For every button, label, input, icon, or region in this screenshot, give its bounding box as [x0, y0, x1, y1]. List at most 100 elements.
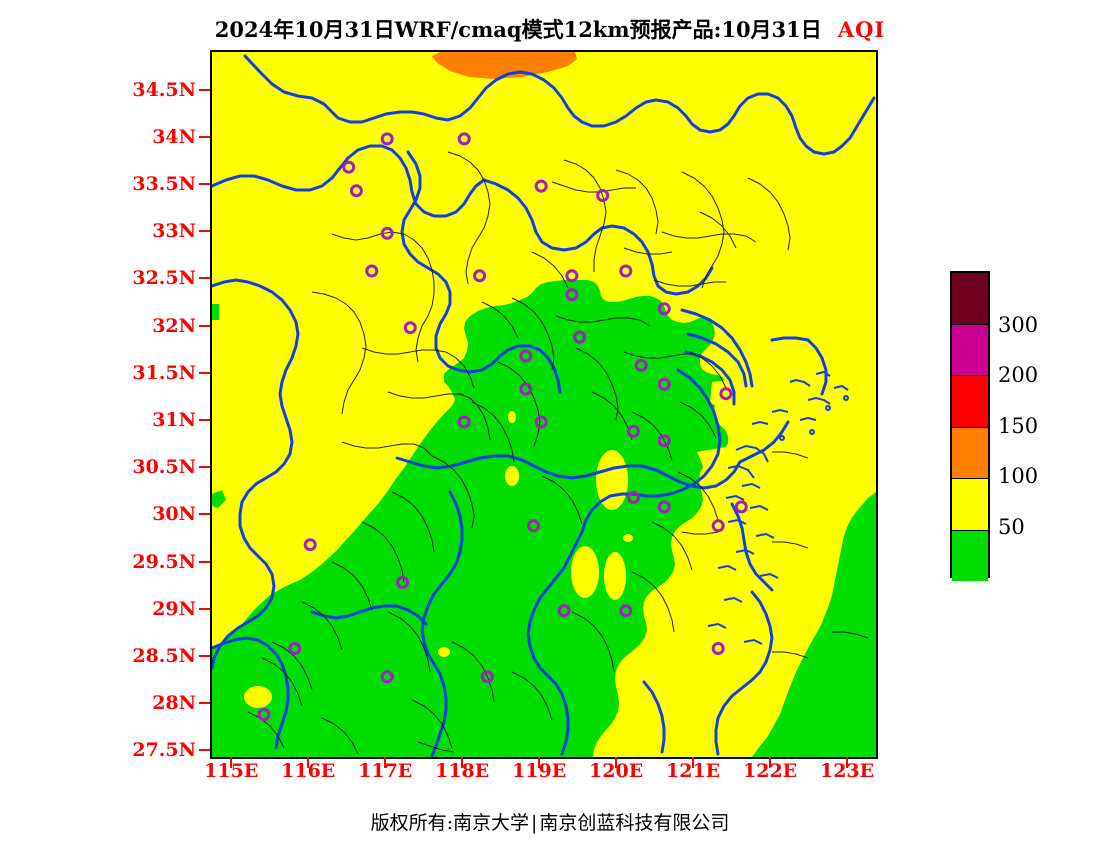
aqi-band-green-main — [212, 280, 728, 757]
y-axis-tick-label: 28.5N — [132, 644, 196, 667]
station-marker — [657, 302, 671, 316]
footer-org-university: 南京大学 — [452, 812, 529, 834]
station-marker — [619, 264, 633, 278]
station-marker — [719, 387, 733, 401]
y-axis-tick-label: 30N — [152, 503, 196, 526]
colorbar-band — [952, 273, 988, 325]
station-marker — [734, 500, 748, 514]
station-marker — [619, 604, 633, 618]
y-axis-tick-label: 28N — [152, 692, 196, 715]
y-axis-tick-label: 29N — [152, 597, 196, 620]
station-marker — [711, 642, 725, 655]
county-boundaries — [247, 151, 869, 755]
y-axis-tick-label: 29.5N — [132, 550, 196, 573]
footer-org-company: 南京创蓝科技有限公司 — [539, 812, 730, 834]
station-marker — [534, 415, 548, 429]
y-axis-tick-mark — [199, 324, 210, 327]
station-marker — [657, 377, 671, 391]
y-axis-tick-mark — [199, 230, 210, 233]
x-axis-tick-mark — [846, 757, 849, 768]
footer-copyright-label: 版权所有: — [370, 812, 453, 834]
colorbar-band — [952, 324, 988, 376]
aqi-yellow-holes — [244, 300, 767, 708]
footer-copyright: 版权所有:南京大学 | 南京创蓝科技有限公司 — [0, 808, 1100, 835]
station-marker — [457, 415, 471, 429]
y-axis-tick-mark — [199, 371, 210, 374]
x-axis-tick-label: 117E — [358, 760, 413, 782]
station-marker — [380, 670, 394, 684]
colorbar-tick-label: 100 — [998, 464, 1039, 488]
station-markers — [257, 132, 748, 721]
station-marker — [634, 358, 648, 372]
station-marker — [396, 575, 410, 589]
y-axis-tick-mark — [199, 513, 210, 516]
station-marker — [365, 264, 379, 278]
map-plot-area — [210, 50, 878, 759]
aqi-green-slivers — [212, 304, 226, 508]
y-axis-tick-mark — [199, 277, 210, 280]
y-axis-tick-label: 31N — [152, 409, 196, 431]
station-marker — [711, 519, 725, 533]
station-marker — [657, 434, 671, 448]
station-marker — [565, 269, 579, 283]
y-axis-tick-mark — [199, 607, 210, 610]
station-marker — [303, 538, 317, 552]
aqi-band-green-ocean — [752, 492, 876, 757]
y-axis-tick-mark — [199, 560, 210, 563]
station-marker — [403, 321, 417, 335]
x-axis-tick-label: 123E — [819, 760, 875, 782]
station-marker — [557, 604, 571, 618]
x-axis-tick-label: 119E — [512, 760, 567, 782]
station-marker — [534, 179, 548, 193]
y-axis-tick-label: 34N — [152, 125, 196, 148]
y-axis-tick-label: 33.5N — [132, 173, 196, 196]
station-marker — [380, 226, 394, 240]
title-text: 2024年10月31日WRF/cmaq模式12km预报产品:10月31日 — [214, 17, 822, 42]
province-boundaries — [212, 54, 876, 757]
colorbar-band — [952, 376, 988, 428]
colorbar-tick-label: 50 — [998, 514, 1025, 539]
colorbar-tick-label: 300 — [998, 312, 1039, 337]
aqi-map — [212, 52, 876, 757]
y-axis-tick-label: 34.5N — [132, 78, 196, 101]
y-axis-tick-mark — [199, 654, 210, 657]
colorbar-tick-label: 200 — [998, 363, 1039, 387]
station-marker — [519, 349, 533, 363]
coastline-islands — [707, 370, 849, 645]
station-marker — [342, 160, 356, 174]
station-marker — [519, 382, 533, 396]
x-axis-tick-label: 122E — [743, 760, 798, 782]
station-marker — [627, 424, 640, 438]
x-axis-tick-mark — [615, 757, 618, 768]
station-marker — [473, 269, 487, 283]
station-marker — [627, 491, 640, 504]
y-axis-tick-mark — [199, 88, 210, 91]
x-axis-tick-label: 116E — [281, 760, 336, 782]
station-marker — [349, 184, 363, 198]
y-axis-tick-label: 33N — [152, 220, 196, 243]
y-axis-tick-mark — [199, 135, 210, 138]
y-axis-tick-label: 30.5N — [132, 456, 196, 479]
x-axis-tick-mark — [692, 757, 695, 768]
colorbar-band — [952, 479, 988, 531]
station-marker — [288, 642, 302, 655]
y-axis-tick-mark — [199, 749, 210, 752]
y-axis-tick-label: 32.5N — [132, 267, 196, 290]
x-axis-tick-label: 120E — [589, 760, 644, 782]
station-marker — [657, 500, 671, 514]
station-marker — [380, 132, 394, 146]
station-marker — [527, 519, 540, 533]
x-axis-tick-label: 121E — [666, 760, 721, 782]
x-axis-tick-mark — [461, 757, 464, 768]
colorbar-band — [952, 530, 988, 581]
station-marker — [480, 670, 494, 684]
x-axis-tick-mark — [307, 757, 310, 768]
colorbar-band — [952, 427, 988, 479]
station-marker — [257, 708, 271, 721]
title-variable: AQI — [837, 17, 886, 42]
station-marker — [457, 132, 471, 146]
y-axis-tick-label: 31.5N — [132, 361, 196, 384]
x-axis-tick-label: 115E — [204, 760, 259, 782]
x-axis-tick-mark — [230, 757, 233, 768]
aqi-band-orange-patch — [432, 52, 577, 79]
